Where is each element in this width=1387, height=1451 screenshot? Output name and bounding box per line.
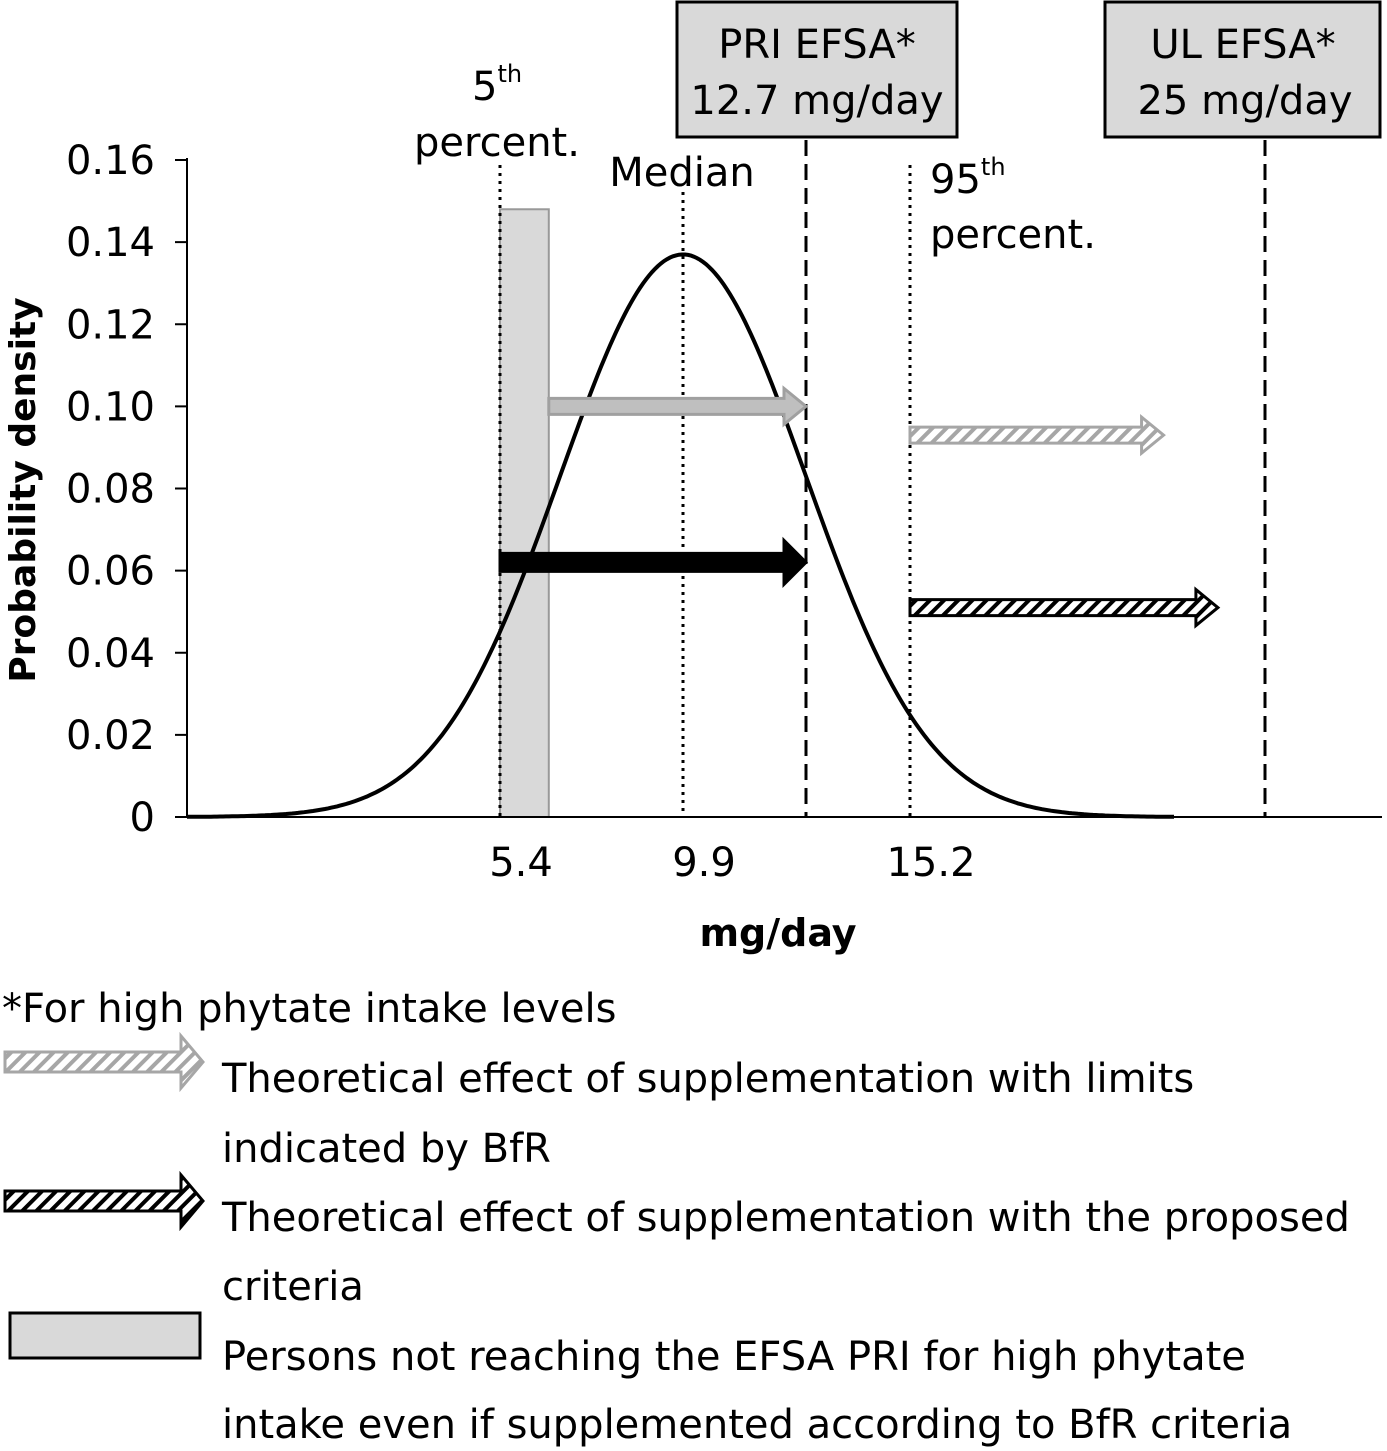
y-axis-label: Probability density — [3, 297, 44, 682]
gray-box-icon — [8, 1311, 202, 1360]
x-tick-label: 9.9 — [672, 840, 736, 886]
pri-box: PRI EFSA* 12.7 mg/day — [675, 0, 959, 139]
p95-label-rest: percent. — [930, 212, 1096, 258]
x-axis-label: mg/day — [699, 911, 856, 955]
y-tick-label: 0.08 — [66, 467, 155, 513]
x-tick-label: 5.4 — [489, 840, 553, 886]
shaded-bar — [499, 208, 550, 818]
y-tick-label: 0.02 — [66, 713, 155, 759]
y-tick-label: 0.10 — [66, 384, 155, 430]
arrow-solid-0 — [547, 385, 809, 428]
gray-hatched-arrow-icon — [3, 1031, 205, 1093]
pri-box-line1: PRI EFSA* — [718, 22, 916, 68]
density-curve — [187, 252, 1174, 819]
arrow-solid-1 — [498, 536, 809, 589]
legend-text: Theoretical effect of supplementation wi… — [221, 1195, 1350, 1241]
ul-box-line2: 25 mg/day — [1137, 78, 1352, 124]
p5-label-rest: percent. — [414, 120, 580, 166]
pri-box-line2: 12.7 mg/day — [690, 78, 943, 124]
footnote: *For high phytate intake levels — [2, 986, 616, 1032]
y-tick-label: 0.12 — [66, 302, 155, 348]
ul-box: UL EFSA* 25 mg/day — [1103, 0, 1382, 139]
black-hatched-arrow-icon — [3, 1170, 205, 1232]
median-label: Median — [609, 150, 755, 196]
legend-text: criteria — [222, 1264, 364, 1310]
y-tick-label: 0.14 — [66, 220, 155, 266]
y-tick-label: 0.16 — [66, 138, 155, 184]
legend-text: Persons not reaching the EFSA PRI for hi… — [222, 1334, 1246, 1380]
y-tick-label: 0.04 — [66, 631, 155, 677]
y-tick-label: 0.06 — [66, 549, 155, 595]
p95-label: 95th — [930, 153, 1006, 203]
arrow-hatched-2 — [908, 413, 1166, 457]
arrow-hatched-3 — [908, 586, 1221, 629]
legend-text: intake even if supplemented according to… — [222, 1402, 1292, 1448]
y-tick-label: 0 — [130, 795, 155, 841]
p5-label: 5th — [472, 60, 522, 110]
legend-item-black-arrow: Theoretical effect of supplementation wi… — [3, 1170, 1350, 1310]
ul-box-line1: UL EFSA* — [1150, 22, 1335, 68]
legend-text: indicated by BfR — [222, 1126, 551, 1172]
x-tick-label: 15.2 — [886, 840, 975, 886]
legend-item-gray-box: Persons not reaching the EFSA PRI for hi… — [8, 1311, 1292, 1448]
legend-item-gray-arrow: Theoretical effect of supplementation wi… — [3, 1031, 1194, 1172]
legend-text: Theoretical effect of supplementation wi… — [221, 1056, 1194, 1102]
